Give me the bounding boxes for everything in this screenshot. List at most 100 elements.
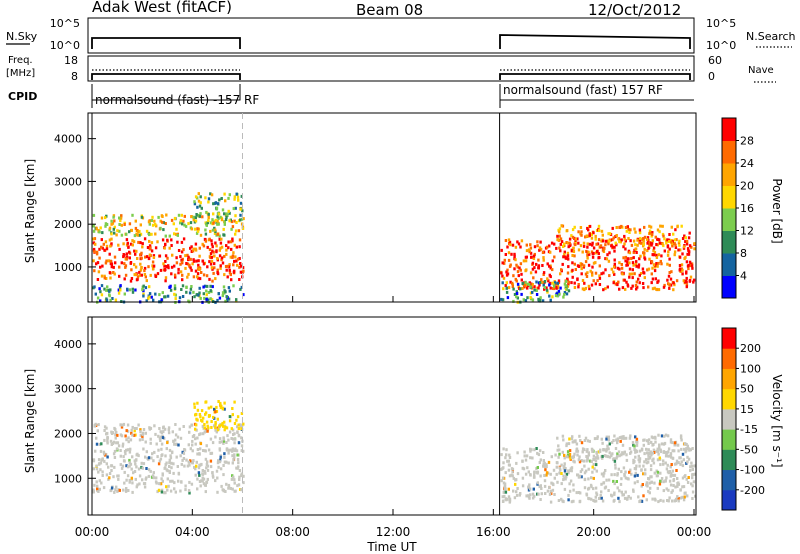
power-cell bbox=[648, 231, 652, 235]
power-cell bbox=[600, 229, 604, 233]
power-cell bbox=[130, 228, 133, 232]
velocity-cell bbox=[201, 479, 204, 483]
power-cell bbox=[219, 241, 223, 245]
power-cell bbox=[501, 281, 504, 285]
power-cell bbox=[242, 293, 245, 297]
velocity-cell bbox=[583, 477, 587, 481]
power-cell bbox=[123, 292, 126, 296]
power-cell bbox=[670, 239, 673, 242]
velocity-cell bbox=[99, 461, 103, 465]
power-cell bbox=[221, 208, 225, 212]
velocity-cell bbox=[211, 441, 215, 445]
velocity-cell bbox=[586, 448, 589, 452]
velocity-cell bbox=[114, 488, 117, 492]
velocity-cell bbox=[558, 452, 561, 456]
velocity-cell bbox=[230, 427, 233, 431]
velocity-cell bbox=[579, 470, 583, 474]
velocity-cell bbox=[512, 489, 515, 493]
velocity-cell bbox=[647, 489, 650, 493]
velocity-cell bbox=[668, 496, 671, 500]
velocity-cell bbox=[134, 462, 137, 466]
velocity-cell bbox=[233, 481, 236, 485]
power-cell bbox=[146, 246, 150, 249]
velocity-cell bbox=[586, 458, 589, 461]
power-cell bbox=[189, 266, 192, 270]
velocity-cell bbox=[149, 426, 153, 430]
power-cell bbox=[626, 260, 629, 264]
velocity-cell bbox=[205, 420, 209, 424]
power-cell bbox=[546, 277, 549, 281]
power-cell bbox=[549, 250, 552, 254]
velocity-cell bbox=[199, 447, 202, 451]
power-cell bbox=[152, 254, 156, 258]
power-cell bbox=[608, 251, 611, 255]
velocity-cell bbox=[151, 474, 155, 478]
velocity-cell bbox=[237, 434, 241, 438]
power-cell bbox=[573, 236, 576, 240]
power-cell bbox=[545, 286, 548, 290]
power-cell bbox=[535, 293, 539, 296]
velocity-cell bbox=[175, 442, 178, 446]
velocity-cell bbox=[128, 480, 131, 484]
power-cell bbox=[241, 209, 244, 213]
power-cell bbox=[538, 283, 541, 287]
power-cell bbox=[577, 265, 581, 268]
velocity-cell bbox=[172, 471, 175, 475]
power-cell bbox=[566, 256, 569, 260]
power-cell bbox=[126, 287, 129, 291]
power-cell bbox=[162, 228, 165, 232]
velocity-cell bbox=[549, 489, 552, 493]
velocity-cell bbox=[651, 497, 654, 501]
power-cell bbox=[632, 239, 636, 243]
power-cell bbox=[604, 239, 608, 243]
power-cell bbox=[563, 242, 566, 246]
velocity-cell bbox=[682, 485, 686, 489]
velocity-cell bbox=[204, 400, 207, 404]
velocity-cell bbox=[226, 434, 229, 438]
power-cell bbox=[205, 210, 208, 214]
velocity-cell bbox=[527, 485, 531, 488]
power-cell bbox=[227, 286, 231, 290]
power-cell bbox=[129, 242, 133, 246]
power-cell bbox=[553, 255, 556, 259]
velocity-cell bbox=[674, 485, 677, 489]
velocity-colorbar-label: Velocity [m s⁻¹] bbox=[770, 374, 784, 467]
velocity-cell bbox=[580, 475, 583, 479]
velocity-cell bbox=[141, 437, 144, 441]
velocity-cell bbox=[159, 457, 163, 461]
velocity-cell bbox=[103, 438, 106, 442]
power-cell bbox=[148, 253, 152, 257]
power-cell bbox=[669, 283, 673, 287]
power-cell bbox=[114, 298, 118, 302]
power-cell bbox=[642, 286, 645, 290]
power-cell bbox=[677, 241, 681, 245]
power-cell bbox=[625, 229, 628, 233]
velocity-cell bbox=[635, 437, 639, 441]
power-cell bbox=[224, 290, 227, 294]
power-cell bbox=[130, 277, 134, 280]
velocity-cell bbox=[579, 439, 582, 442]
velocity-cell bbox=[669, 474, 672, 478]
power-cell bbox=[651, 277, 655, 281]
velocity-cell bbox=[542, 462, 545, 466]
power-cell bbox=[524, 259, 528, 263]
power-cell bbox=[681, 272, 684, 276]
power-cell bbox=[613, 249, 616, 253]
power-cell bbox=[690, 264, 694, 268]
power-cell bbox=[208, 237, 211, 241]
velocity-cell bbox=[196, 448, 200, 451]
power-cell bbox=[653, 286, 656, 290]
power-cell bbox=[148, 222, 151, 226]
velocity-cell bbox=[119, 454, 122, 458]
velocity-cell bbox=[151, 452, 154, 456]
power-cell bbox=[589, 269, 592, 273]
power-cell bbox=[661, 224, 664, 228]
velocity-cell bbox=[153, 424, 156, 428]
power-cell bbox=[100, 274, 104, 278]
power-cell bbox=[109, 259, 112, 263]
power-cell bbox=[128, 230, 131, 234]
velocity-cell bbox=[578, 474, 582, 478]
velocity-cell bbox=[174, 438, 177, 442]
velocity-cell bbox=[106, 441, 109, 445]
power-cell bbox=[627, 237, 630, 240]
